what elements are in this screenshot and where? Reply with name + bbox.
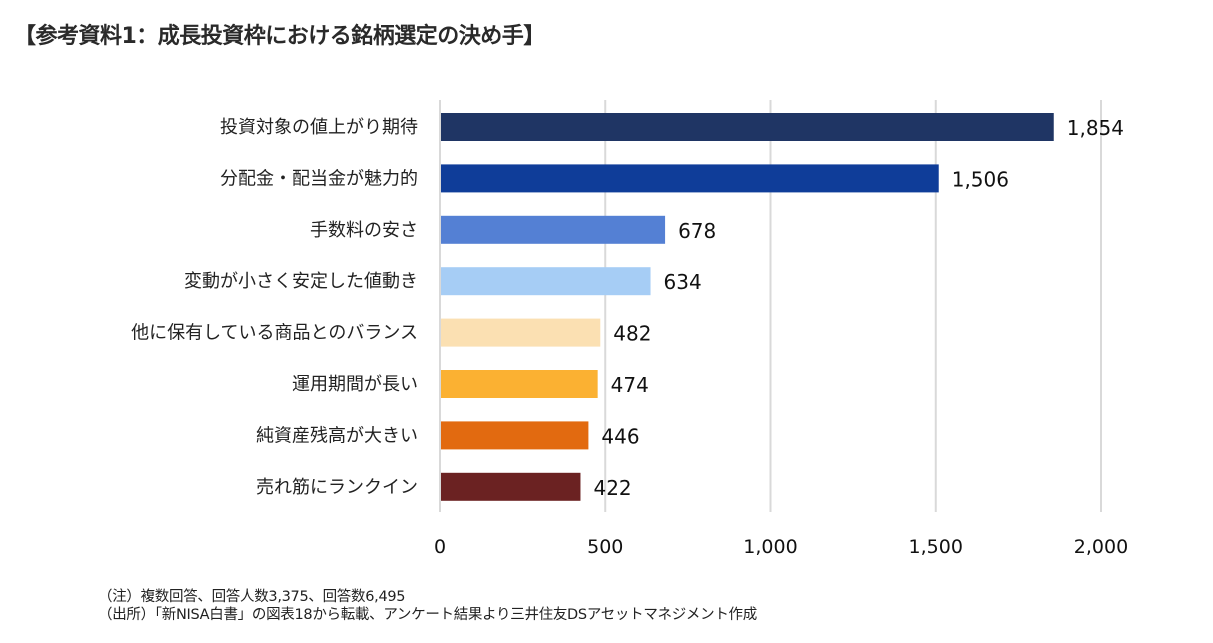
category-label: 他に保有している商品とのバランス <box>131 323 418 344</box>
value-labels: 1,854 1,506 678 634 482 474 446 422 <box>593 116 1124 500</box>
x-tick-label: 1,000 <box>743 536 797 558</box>
value-label: 482 <box>613 322 651 346</box>
note-line: （注）複数回答、回答人数3,375、回答数6,495 <box>98 589 406 605</box>
x-tick-label: 1,500 <box>909 536 963 558</box>
value-label: 422 <box>593 476 631 500</box>
category-label: 手数料の安さ <box>310 220 418 241</box>
category-label: 売れ筋にランクイン <box>256 477 418 498</box>
bar <box>441 318 601 347</box>
value-label: 474 <box>611 373 649 397</box>
bar <box>441 215 666 244</box>
value-label: 634 <box>664 270 702 294</box>
category-label: 分配金・配当金が魅力的 <box>220 168 418 189</box>
gridlines <box>439 100 1102 512</box>
x-tick-labels: 0 500 1,000 1,500 2,000 <box>434 536 1128 558</box>
bar <box>441 421 589 450</box>
category-label: 純資産残高が大きい <box>256 425 418 446</box>
source-line: （出所）「新NISA白書」の図表18から転載、アンケート結果より三井住友DSアセ… <box>98 607 757 623</box>
value-label: 1,506 <box>952 167 1009 191</box>
x-tick-label: 0 <box>434 536 446 558</box>
value-label: 1,854 <box>1067 116 1124 140</box>
x-tick-label: 2,000 <box>1074 536 1128 558</box>
chart-title: 【参考資料1：成長投資枠における銘柄選定の決め手】 <box>14 24 545 49</box>
bar <box>441 267 651 296</box>
bar <box>441 113 1054 141</box>
category-label: 変動が小さく安定した値動き <box>184 271 418 292</box>
category-label: 投資対象の値上がり期待 <box>220 117 418 138</box>
x-tick-label: 500 <box>587 536 623 558</box>
footnotes: （注）複数回答、回答人数3,375、回答数6,495 （出所）「新NISA白書」… <box>98 588 757 624</box>
category-label: 運用期間が長い <box>292 374 418 395</box>
bar <box>441 164 939 193</box>
bar <box>441 472 581 501</box>
category-labels: 投資対象の値上がり期待分配金・配当金が魅力的手数料の安さ変動が小さく安定した値動… <box>131 117 418 498</box>
bar <box>441 370 598 398</box>
value-label: 678 <box>678 219 716 243</box>
value-label: 446 <box>601 424 639 448</box>
bars <box>441 113 1054 501</box>
